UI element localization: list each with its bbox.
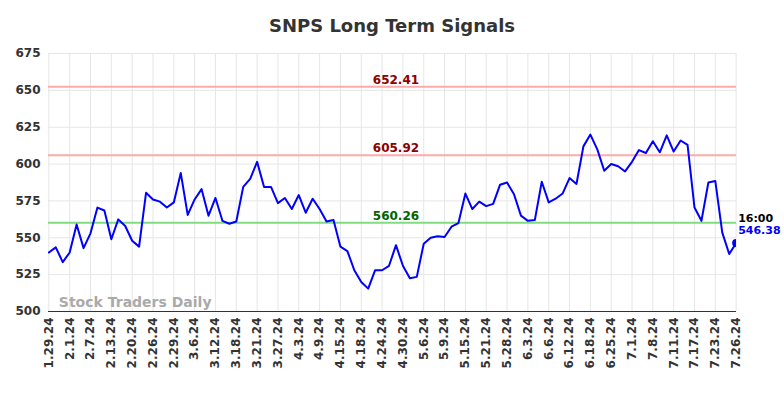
- svg-text:605.92: 605.92: [373, 141, 419, 155]
- svg-text:7.1.24: 7.1.24: [625, 318, 639, 361]
- svg-text:7.26.24: 7.26.24: [729, 318, 743, 369]
- svg-text:3.27.24: 3.27.24: [271, 318, 285, 369]
- svg-text:5.6.24: 5.6.24: [417, 318, 431, 361]
- svg-text:2.20.24: 2.20.24: [125, 318, 139, 369]
- svg-text:4.30.24: 4.30.24: [396, 318, 410, 369]
- svg-text:2.13.24: 2.13.24: [104, 318, 118, 369]
- svg-text:652.41: 652.41: [373, 73, 419, 87]
- svg-text:5.28.24: 5.28.24: [500, 318, 514, 369]
- svg-text:2.1.24: 2.1.24: [63, 318, 77, 361]
- svg-text:1.29.24: 1.29.24: [42, 318, 56, 369]
- svg-text:2.7.24: 2.7.24: [83, 318, 97, 361]
- svg-text:5.21.24: 5.21.24: [479, 318, 493, 369]
- svg-text:3.21.24: 3.21.24: [250, 318, 264, 369]
- svg-text:6.3.24: 6.3.24: [521, 318, 535, 361]
- svg-text:5.15.24: 5.15.24: [458, 318, 472, 369]
- svg-text:6.25.24: 6.25.24: [604, 318, 618, 369]
- svg-text:3.12.24: 3.12.24: [208, 318, 222, 369]
- svg-text:7.11.24: 7.11.24: [667, 318, 681, 369]
- svg-text:546.38: 546.38: [738, 224, 780, 237]
- svg-text:2.29.24: 2.29.24: [167, 318, 181, 369]
- svg-text:4.9.24: 4.9.24: [312, 318, 326, 361]
- svg-text:5.9.24: 5.9.24: [437, 318, 451, 361]
- svg-text:650: 650: [15, 83, 40, 97]
- svg-text:Stock Traders Daily: Stock Traders Daily: [59, 294, 212, 310]
- svg-text:525: 525: [15, 267, 40, 281]
- svg-text:4.15.24: 4.15.24: [333, 318, 347, 369]
- svg-text:6.12.24: 6.12.24: [562, 318, 576, 369]
- svg-text:3.6.24: 3.6.24: [187, 318, 201, 361]
- svg-text:6.6.24: 6.6.24: [542, 318, 556, 361]
- svg-text:3.18.24: 3.18.24: [229, 318, 243, 369]
- svg-text:16:00: 16:00: [738, 211, 774, 225]
- svg-text:2.26.24: 2.26.24: [146, 318, 160, 369]
- svg-text:4.18.24: 4.18.24: [354, 318, 368, 369]
- svg-text:6.18.24: 6.18.24: [583, 318, 597, 369]
- svg-text:575: 575: [15, 194, 40, 208]
- svg-text:4.3.24: 4.3.24: [292, 318, 306, 361]
- svg-text:7.23.24: 7.23.24: [708, 318, 722, 369]
- svg-text:550: 550: [15, 231, 40, 245]
- html-text:SNPS Long Term Signals: SNPS Long Term Signals: [268, 15, 516, 36]
- svg-text:675: 675: [15, 46, 40, 60]
- svg-text:500: 500: [15, 304, 40, 318]
- svg-text:4.24.24: 4.24.24: [375, 318, 389, 369]
- svg-text:600: 600: [15, 157, 40, 171]
- svg-text:625: 625: [15, 120, 40, 134]
- svg-text:7.8.24: 7.8.24: [646, 318, 660, 361]
- svg-text:7.17.24: 7.17.24: [687, 318, 701, 369]
- svg-text:560.26: 560.26: [373, 208, 419, 222]
